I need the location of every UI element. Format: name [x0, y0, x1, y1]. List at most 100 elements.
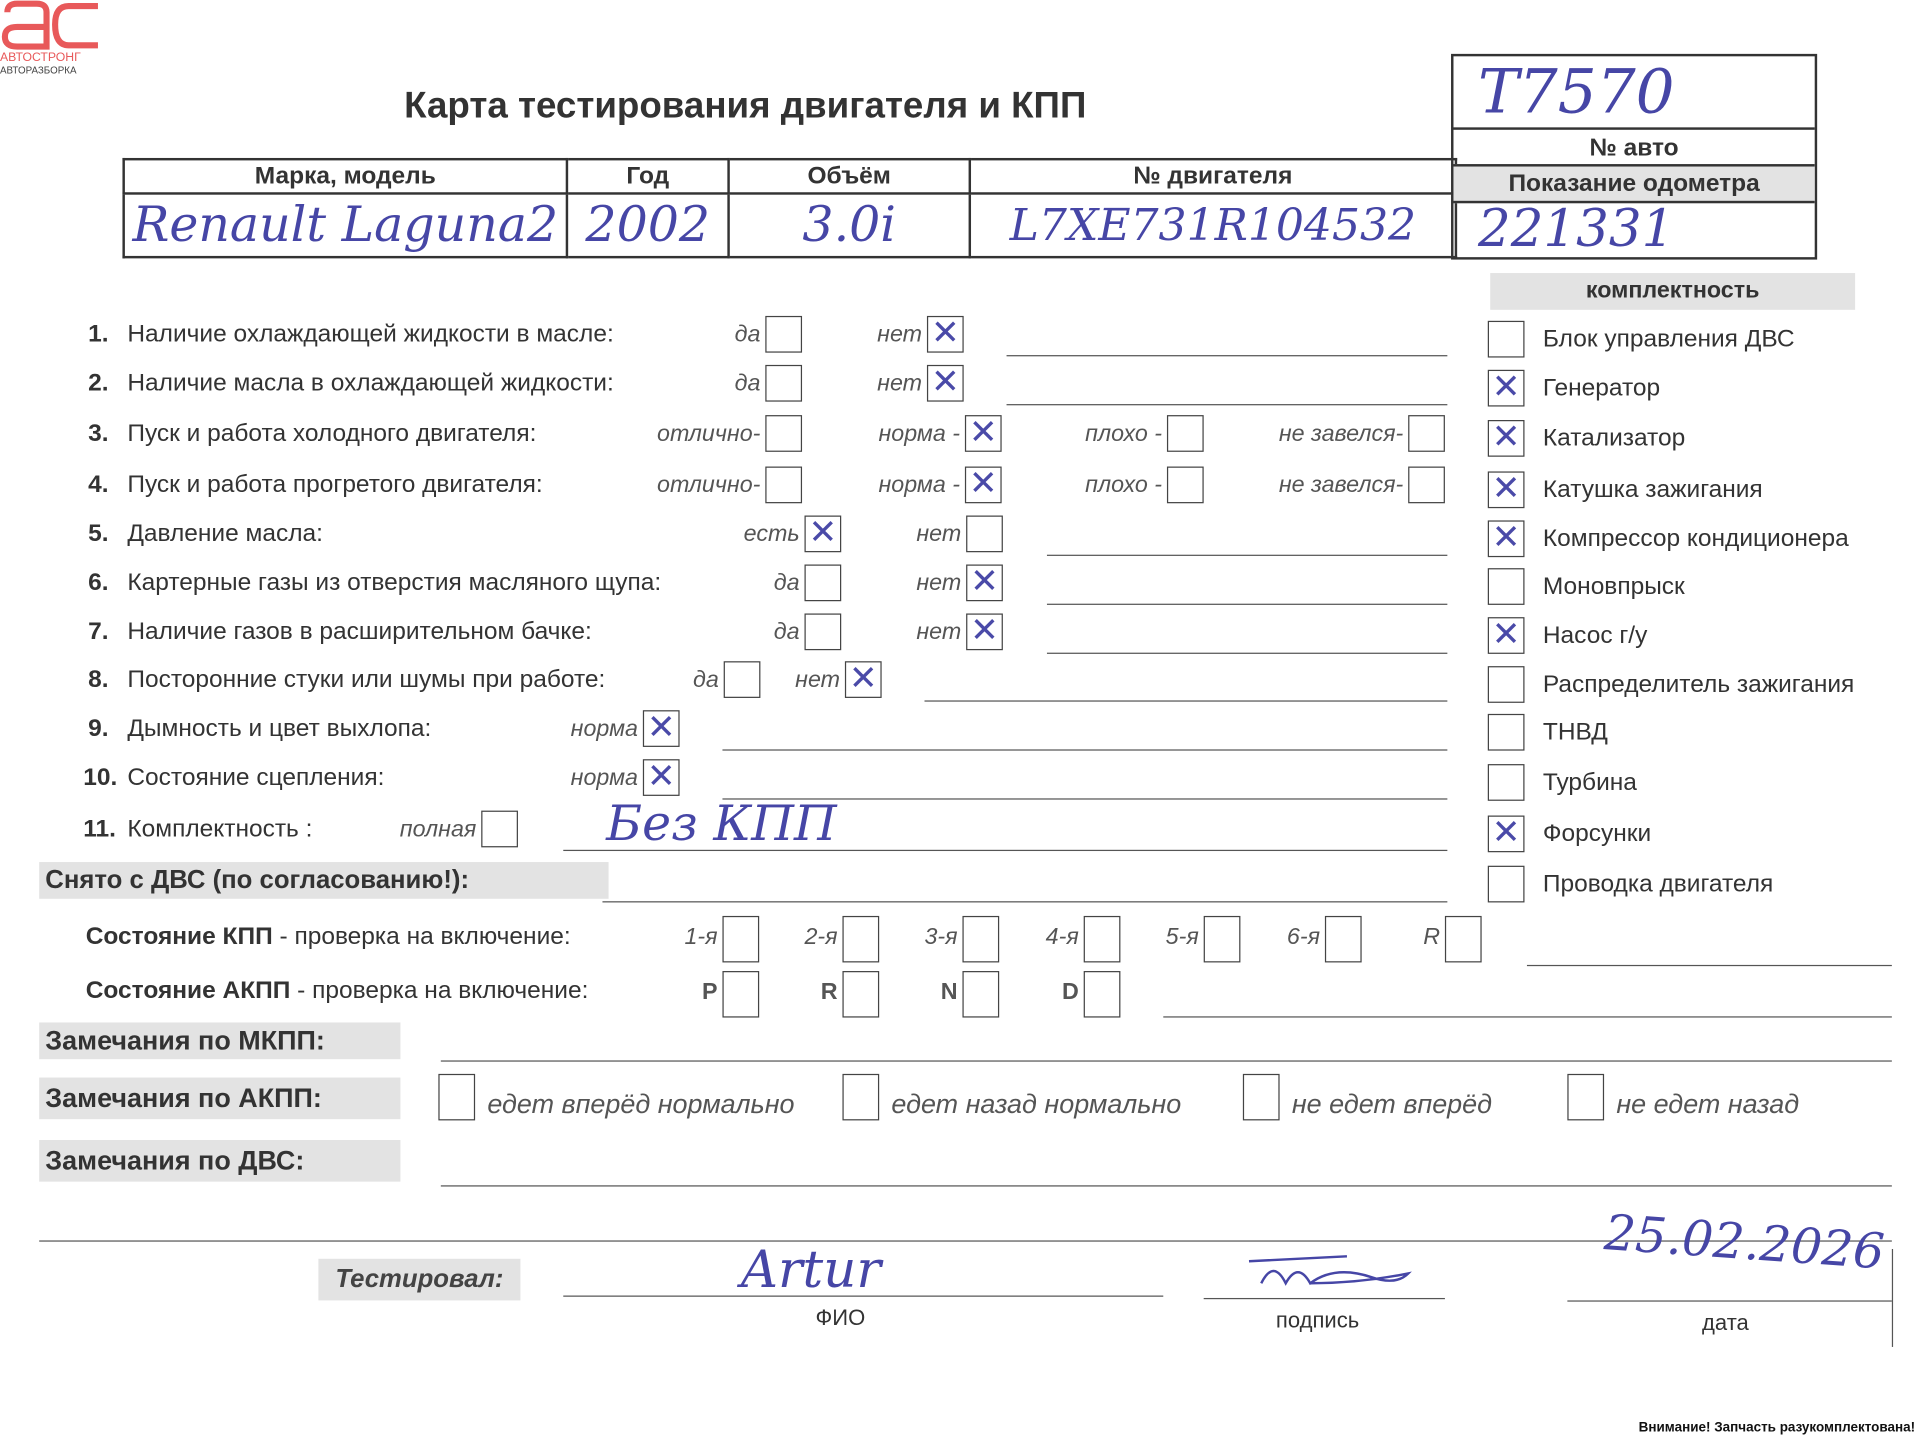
option-checkbox[interactable] — [1408, 415, 1445, 452]
completeness-checkbox[interactable]: ✕ — [1487, 812, 1525, 853]
auto-gear-label: R — [820, 979, 838, 1006]
option-checkbox[interactable]: ✕ — [844, 658, 882, 698]
completeness-checkbox[interactable] — [1487, 568, 1525, 605]
gear-checkbox[interactable] — [1324, 915, 1362, 963]
gear-checkbox[interactable] — [842, 915, 880, 963]
footer-warning: Внимание! Запчасть разукомплектована! — [1638, 1420, 1916, 1436]
date-line[interactable] — [1567, 1300, 1892, 1302]
completeness-checkbox[interactable]: ✕ — [1487, 517, 1525, 558]
completeness-item-label: ТНВД — [1542, 718, 1608, 746]
comment-line[interactable] — [1006, 404, 1448, 406]
completeness-checkbox[interactable]: ✕ — [1487, 467, 1525, 509]
comment-line[interactable] — [1046, 554, 1448, 556]
value-volume: 3.0i — [727, 192, 972, 259]
completeness-checkbox[interactable] — [1487, 713, 1525, 751]
auto-gearbox-line[interactable] — [1163, 1016, 1892, 1018]
option-checkbox[interactable]: ✕ — [964, 411, 1002, 452]
completeness-item-label: Генератор — [1542, 374, 1661, 402]
removed-line[interactable] — [602, 901, 1448, 903]
auto-remark-checkbox[interactable] — [438, 1073, 476, 1121]
comment-line[interactable] — [924, 700, 1448, 702]
completeness-note: Без КПП — [606, 795, 837, 853]
option-checkbox[interactable]: ✕ — [804, 512, 842, 553]
gear-label: 6-я — [1286, 924, 1321, 951]
option-checkbox[interactable]: ✕ — [964, 463, 1002, 504]
gear-label: 3-я — [924, 924, 958, 951]
auto-gear-checkbox[interactable] — [842, 971, 880, 1018]
completeness-checkbox[interactable] — [1487, 666, 1525, 703]
comment-line[interactable] — [1046, 652, 1448, 654]
completeness-checkbox[interactable]: ✕ — [1487, 613, 1525, 654]
header-year: Год — [565, 157, 730, 195]
completeness-checkbox[interactable]: ✕ — [1487, 416, 1525, 457]
auto-gear-checkbox[interactable] — [962, 971, 1000, 1018]
completeness-checkbox[interactable]: ✕ — [1487, 366, 1525, 407]
check-mark-icon: ✕ — [930, 361, 960, 402]
option-checkbox[interactable] — [765, 315, 803, 353]
option-checkbox[interactable] — [1166, 466, 1204, 504]
comment-line[interactable] — [1046, 603, 1448, 605]
tester-name: Artur — [740, 1239, 881, 1300]
option-checkbox[interactable]: ✕ — [926, 312, 964, 353]
option-checkbox[interactable] — [723, 661, 761, 698]
right-border-line — [1891, 1248, 1894, 1347]
option-checkbox[interactable] — [765, 466, 803, 504]
completeness-checkbox[interactable] — [1487, 320, 1525, 358]
comment-line[interactable] — [1006, 355, 1448, 357]
option-checkbox[interactable]: ✕ — [966, 610, 1003, 651]
auto-remark-checkbox[interactable] — [842, 1073, 880, 1121]
check-mark-icon: ✕ — [1491, 467, 1521, 509]
gear-checkbox[interactable] — [962, 915, 1000, 963]
check-mark-icon: ✕ — [808, 511, 838, 553]
gear-checkbox[interactable] — [1444, 915, 1482, 963]
option-checkbox[interactable] — [1408, 466, 1445, 504]
auto-remark-checkbox[interactable] — [1242, 1073, 1280, 1121]
completeness-item-label: Насос г/у — [1542, 622, 1648, 649]
remarks-manual-line[interactable] — [440, 1060, 1892, 1062]
completeness-item-label: Турбина — [1542, 768, 1637, 796]
gear-checkbox[interactable] — [722, 915, 760, 963]
remarks-engine-line[interactable] — [440, 1185, 1892, 1187]
option-label: плохо - — [1085, 472, 1163, 499]
auto-remark-checkbox[interactable] — [1567, 1073, 1605, 1121]
signature-line[interactable] — [1203, 1297, 1445, 1300]
option-checkbox[interactable] — [765, 415, 803, 452]
name-caption: ФИО — [815, 1305, 866, 1330]
comment-line[interactable] — [722, 749, 1448, 751]
option-checkbox[interactable] — [804, 564, 842, 602]
completeness-item-label: Катализатор — [1542, 424, 1686, 452]
gear-checkbox[interactable] — [1083, 915, 1121, 963]
option-checkbox[interactable]: ✕ — [926, 361, 964, 402]
option-checkbox[interactable] — [966, 515, 1003, 553]
item-number: 8. — [88, 666, 109, 694]
manual-gearbox-line[interactable] — [1526, 964, 1892, 967]
auto-remark-label: не едет назад — [1616, 1088, 1800, 1120]
option-checkbox[interactable] — [481, 810, 518, 848]
name-line[interactable] — [563, 1295, 1164, 1297]
option-checkbox[interactable] — [765, 364, 803, 402]
option-checkbox[interactable]: ✕ — [642, 756, 680, 796]
comment-line[interactable] — [722, 798, 1448, 800]
option-label: не завелся- — [1278, 421, 1404, 447]
completeness-checkbox[interactable] — [1487, 865, 1525, 903]
check-mark-icon: ✕ — [1491, 613, 1521, 654]
option-checkbox[interactable] — [804, 613, 842, 651]
option-label: нет — [916, 619, 962, 646]
check-mark-icon: ✕ — [968, 411, 998, 452]
auto-gearbox-label-bold: Состояние АКПП — [85, 977, 291, 1005]
item-label: Посторонние стуки или шумы при работе: — [127, 666, 606, 694]
completeness-checkbox[interactable] — [1487, 764, 1525, 801]
option-checkbox[interactable]: ✕ — [966, 561, 1003, 602]
option-checkbox[interactable]: ✕ — [642, 707, 680, 747]
option-checkbox[interactable] — [1166, 415, 1204, 452]
item-label: Состояние сцепления: — [127, 764, 385, 792]
auto-gearbox-label-rest: - проверка на включение: — [290, 977, 589, 1005]
gear-checkbox[interactable] — [1203, 915, 1241, 963]
divider-line — [39, 1240, 1892, 1242]
date-value: 25.02.2026 — [1602, 1204, 1887, 1281]
auto-gear-checkbox[interactable] — [1083, 971, 1121, 1018]
auto-gear-checkbox[interactable] — [722, 971, 760, 1018]
comment-line[interactable] — [563, 849, 1448, 852]
auto-gear-label: D — [1061, 979, 1079, 1006]
option-label: отлично- — [657, 472, 761, 499]
